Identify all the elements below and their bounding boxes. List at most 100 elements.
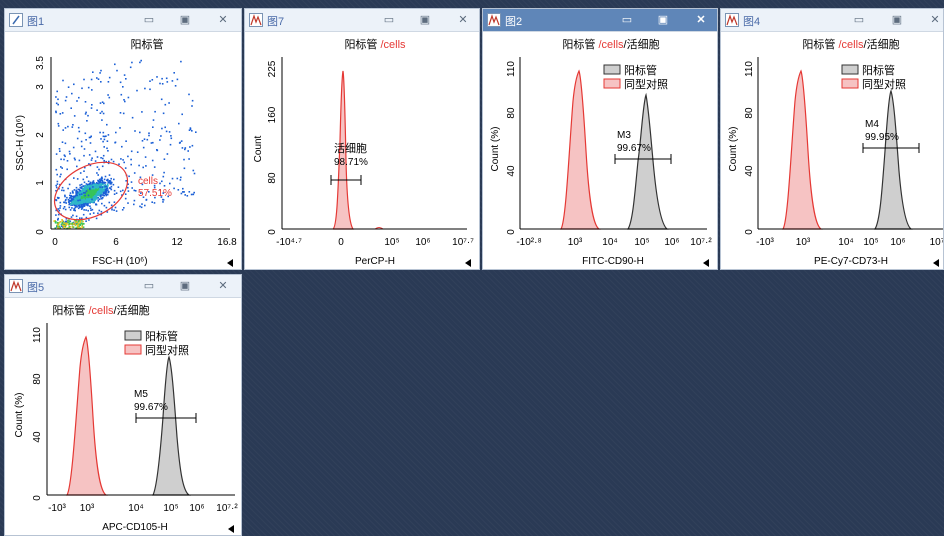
y-tick: 40 (32, 431, 43, 443)
y-tick: 40 (744, 165, 755, 177)
triangle-left-icon[interactable] (227, 259, 233, 267)
x-tick: -10³ (48, 503, 66, 514)
legend-swatch-isotype (842, 79, 858, 88)
positive-histogram (628, 95, 667, 229)
legend-swatch-isotype (604, 79, 620, 88)
legend-label: 阳标管 (862, 63, 895, 77)
marker-percent: 99.67% (617, 143, 651, 154)
x-tick: 10³ (796, 237, 811, 248)
marker-percent: 99.95% (865, 132, 899, 143)
sample-title: 阳标管 /cells/活细胞 (52, 303, 149, 317)
x-tick: -10⁴·⁷ (276, 237, 302, 248)
triangle-left-icon[interactable] (465, 259, 471, 267)
close-icon[interactable]: ✕ (927, 12, 943, 28)
x-tick: 10⁷ (930, 237, 944, 248)
close-icon[interactable]: ✕ (215, 12, 231, 28)
x-tick: 10⁵ (863, 237, 878, 248)
x-tick: -10²·⁸ (516, 237, 541, 248)
sample-title: 阳标管 (131, 37, 164, 51)
event-dots (53, 60, 196, 230)
x-tick: 12 (171, 237, 183, 248)
sample-title: 阳标管 /cells/活细胞 (562, 37, 659, 51)
y-tick: 0 (35, 229, 46, 235)
title-bar[interactable]: 图5 ▭ ▣ ✕ (5, 275, 241, 298)
legend-label: 同型对照 (624, 77, 668, 91)
close-icon[interactable]: ✕ (455, 12, 471, 28)
maximize-icon[interactable]: ▣ (889, 12, 905, 28)
y-axis-label: SSC-H (10⁶) (15, 115, 26, 171)
legend-label: 同型对照 (145, 343, 189, 357)
y-tick: 0 (267, 229, 278, 235)
minimize-icon[interactable]: ▭ (619, 12, 635, 28)
title-bar[interactable]: 图4 ▭ ▣ ✕ (721, 9, 943, 32)
y-tick: 160 (267, 106, 278, 123)
x-tick: -10³ (756, 237, 774, 248)
sample-title: 阳标管 /cells (344, 37, 406, 51)
x-tick: 0 (52, 237, 58, 248)
y-tick: 110 (744, 61, 755, 77)
x-axis-label: FITC-CD90-H (582, 256, 644, 267)
y-tick: 0 (506, 229, 517, 235)
minimize-icon[interactable]: ▭ (381, 12, 397, 28)
y-tick: 40 (506, 165, 517, 177)
x-tick: 10⁴ (602, 237, 617, 248)
x-tick: 10⁵ (163, 503, 178, 514)
minimize-icon[interactable]: ▭ (141, 12, 157, 28)
x-axis-label: PE-Cy7-CD73-H (814, 256, 888, 267)
y-axis-label: Count (%) (728, 126, 739, 171)
window-title: 图1 (27, 13, 44, 29)
x-tick: 10⁴ (838, 237, 853, 248)
scatter-plot[interactable]: 阳标管 cells 57.51% 0 6 12 16.8 0 1 2 3 3.5… (5, 31, 241, 270)
plot-window-4[interactable]: 图4 ▭ ▣ ✕ 阳标管 /cells/活细胞 阳标管 同型对照 M4 99.9… (720, 8, 944, 270)
close-icon[interactable]: ✕ (215, 278, 231, 294)
maximize-icon[interactable]: ▣ (655, 12, 671, 28)
y-tick: 0 (32, 495, 43, 501)
plot-window-2[interactable]: 图2 ▭ ▣ ✕ 阳标管 /cells/活细胞 阳标管 同型对照 M3 99.6… (482, 8, 718, 270)
histogram-plot[interactable]: 阳标管 /cells 活细胞 98.71% -10⁴·⁷ 0 10⁵ 10⁶ 1… (245, 31, 479, 270)
x-tick: 10³ (568, 237, 583, 248)
maximize-icon[interactable]: ▣ (177, 278, 193, 294)
x-tick: 10³ (80, 503, 95, 514)
legend-label: 阳标管 (145, 329, 178, 343)
x-tick: 10⁶ (890, 237, 905, 248)
x-tick: 10⁶ (189, 503, 204, 514)
minimize-icon[interactable]: ▭ (141, 278, 157, 294)
legend-swatch-isotype (125, 345, 141, 354)
isotype-histogram (67, 337, 106, 495)
marker-name: 活细胞 (334, 142, 367, 155)
y-tick: 110 (32, 327, 43, 343)
window-title: 图7 (267, 13, 284, 29)
histogram-plot[interactable]: 阳标管 /cells/活细胞 阳标管 同型对照 M3 99.67% -10²·⁸… (483, 31, 717, 270)
title-bar[interactable]: 图1 ▭ ▣ ✕ (5, 9, 241, 32)
sample-title: 阳标管 /cells/活细胞 (802, 37, 899, 51)
y-tick: 0 (744, 229, 755, 235)
y-tick: 225 (267, 60, 278, 77)
close-icon[interactable]: ✕ (693, 12, 709, 28)
triangle-left-icon[interactable] (703, 259, 709, 267)
y-tick: 80 (32, 373, 43, 385)
triangle-left-icon[interactable] (933, 259, 939, 267)
gate-name: cells (138, 176, 158, 187)
title-bar[interactable]: 图2 ▭ ▣ ✕ (483, 9, 717, 32)
maximize-icon[interactable]: ▣ (417, 12, 433, 28)
plot-window-1[interactable]: 图1 ▭ ▣ ✕ 阳标管 cells 57.51% 0 6 12 16.8 0 … (4, 8, 242, 270)
maximize-icon[interactable]: ▣ (177, 12, 193, 28)
y-tick: 80 (744, 107, 755, 119)
histogram-plot[interactable]: 阳标管 /cells/活细胞 阳标管 同型对照 M5 99.67% -10³ 1… (5, 297, 241, 536)
x-tick: 10⁷·² (216, 503, 238, 514)
legend-label: 阳标管 (624, 63, 657, 77)
histogram-icon (725, 13, 739, 27)
plot-window-5[interactable]: 图5 ▭ ▣ ✕ 阳标管 /cells/活细胞 阳标管 同型对照 M5 99.6… (4, 274, 242, 536)
isotype-histogram (561, 71, 599, 229)
plot-window-7[interactable]: 图7 ▭ ▣ ✕ 阳标管 /cells 活细胞 98.71% -10⁴·⁷ 0 … (244, 8, 480, 270)
minimize-icon[interactable]: ▭ (851, 12, 867, 28)
x-axis-label: APC-CD105-H (102, 522, 168, 533)
title-bar[interactable]: 图7 ▭ ▣ ✕ (245, 9, 479, 32)
histogram-plot[interactable]: 阳标管 /cells/活细胞 阳标管 同型对照 M4 99.95% -10³ 1… (721, 31, 944, 270)
positive-histogram (153, 357, 189, 495)
x-tick: 10⁶ (664, 237, 679, 248)
legend-label: 同型对照 (862, 77, 906, 91)
histogram-icon (487, 13, 501, 27)
triangle-left-icon[interactable] (228, 525, 234, 533)
window-title: 图5 (27, 279, 44, 295)
